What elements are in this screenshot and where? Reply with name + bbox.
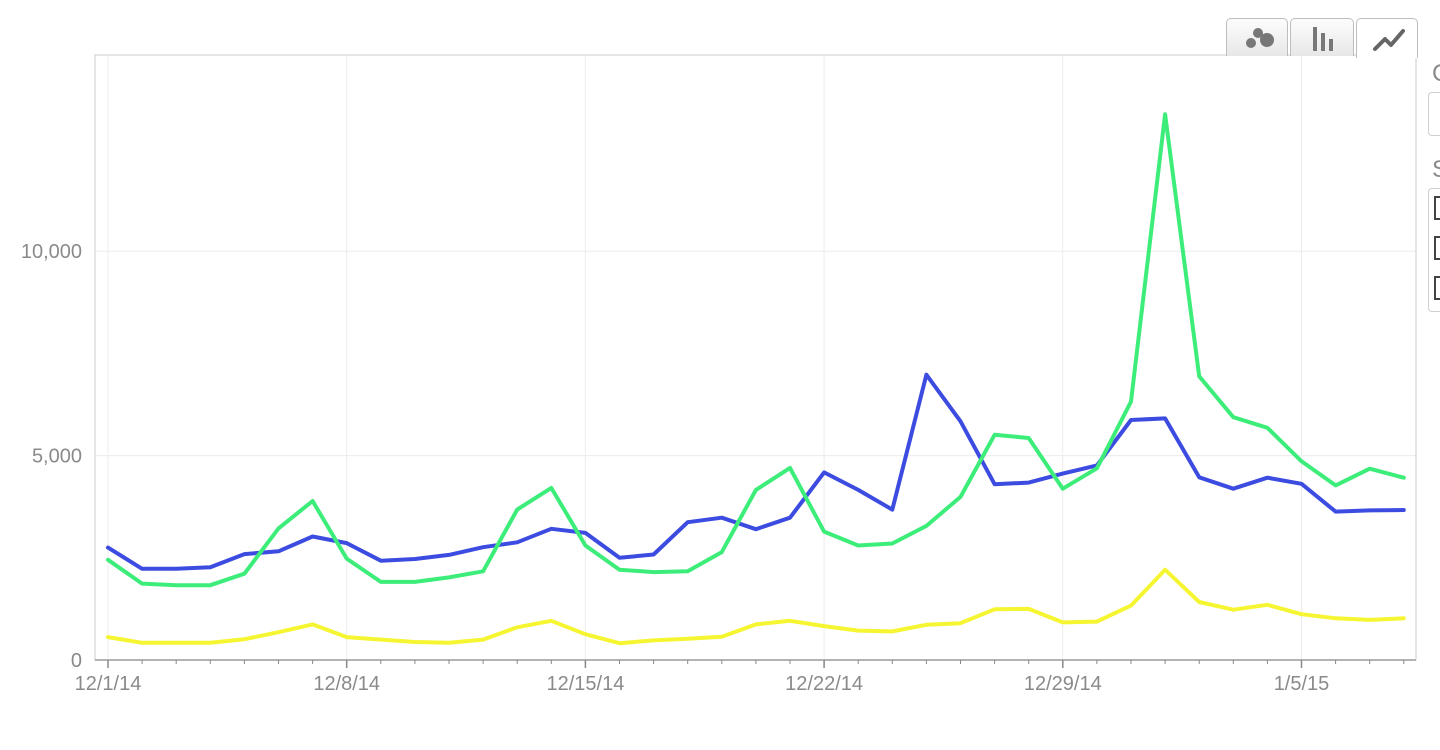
series-layer [106,112,1406,646]
plot-area-frame [94,54,1417,661]
y-tick-label: 0 [71,650,82,672]
y-tick-label: 10,000 [21,241,82,263]
axes [95,659,1416,668]
bar-chart-icon [1313,27,1333,51]
y-tick-label: 5,000 [32,446,82,468]
series-line-3 [106,567,1406,646]
x-tick-label: 12/15/14 [546,673,624,695]
panel-heading-2: S [1432,156,1440,184]
series-checkbox-3[interactable] [1434,276,1440,300]
x-tick-label: 12/8/14 [313,673,380,695]
x-tick-label: 12/22/14 [785,673,863,695]
series-checkbox-1[interactable] [1434,196,1440,220]
bubble-chart-button[interactable] [1226,18,1288,56]
x-tick-label: 12/1/14 [75,673,142,695]
grid-lines [95,55,1416,660]
bar-chart-button[interactable] [1290,18,1354,56]
x-tick-label: 12/29/14 [1024,673,1102,695]
x-tick-label: 1/5/15 [1274,673,1330,695]
bubble-chart-icon [1246,28,1274,48]
panel-heading-1: C [1432,60,1440,88]
series-checkbox-2[interactable] [1434,236,1440,260]
line-chart-button[interactable] [1356,18,1418,58]
line-chart-icon [1373,29,1405,51]
series-line-1 [106,372,1406,571]
series-line-2 [106,112,1406,588]
tick-labels: 0 5,000 10,000 12/1/14 12/8/14 12/15/14 12/22/… [21,241,1329,695]
panel-dropdown[interactable] [1428,92,1440,136]
